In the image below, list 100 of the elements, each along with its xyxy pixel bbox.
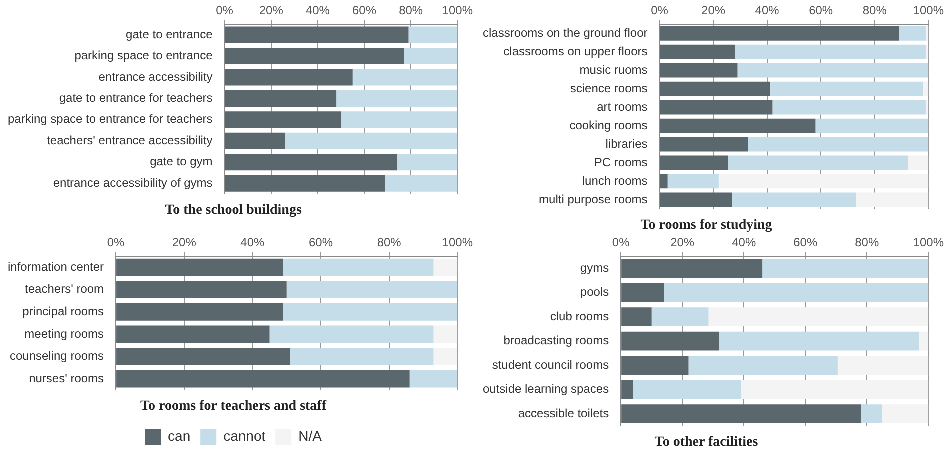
bar xyxy=(225,90,337,107)
text: To rooms for studying xyxy=(640,218,772,234)
bar xyxy=(410,370,458,388)
bar xyxy=(732,192,856,208)
bar xyxy=(860,404,883,424)
bar xyxy=(116,281,287,299)
bar xyxy=(688,356,838,376)
bar xyxy=(664,283,929,302)
bar xyxy=(404,48,458,65)
y-tick-label: libraries xyxy=(606,136,648,151)
bar xyxy=(225,154,398,171)
x-tick-label: 0% xyxy=(107,236,126,250)
y-tick-label: gate to gym xyxy=(150,154,213,169)
x-tick-label: 0% xyxy=(612,236,630,250)
x-tick-label: 100% xyxy=(442,236,474,250)
bar xyxy=(622,356,689,376)
bar xyxy=(738,63,929,78)
bar xyxy=(660,26,900,41)
bar xyxy=(770,82,924,96)
bar xyxy=(919,332,929,351)
bar xyxy=(116,258,284,276)
bar xyxy=(622,332,720,351)
y-tick-label: teachers' room xyxy=(25,282,104,296)
bar xyxy=(926,26,929,41)
x-tick-label: 100% xyxy=(913,236,944,250)
y-tick-label: information center xyxy=(8,260,104,274)
y-tick-label: art rooms xyxy=(597,100,648,114)
x-tick-label: 80% xyxy=(399,4,424,18)
bar xyxy=(408,26,458,44)
x-tick-label: 60% xyxy=(308,236,334,250)
bar xyxy=(708,308,929,327)
y-tick-label: gate to entrance for teachers xyxy=(59,91,213,105)
x-tick-label: 100% xyxy=(442,4,474,18)
bar xyxy=(116,326,270,344)
text: To rooms for teachers and staff xyxy=(140,399,327,414)
bar xyxy=(660,156,728,170)
x-tick-label: 0% xyxy=(651,4,669,18)
bar xyxy=(772,100,926,115)
bar xyxy=(225,48,404,65)
bar xyxy=(728,156,908,170)
x-tick-label: 60% xyxy=(352,4,377,18)
bar xyxy=(283,303,458,321)
bar xyxy=(660,137,748,152)
legend-label: can xyxy=(168,428,191,444)
x-tick-label: 20% xyxy=(259,4,284,18)
bar xyxy=(660,44,736,60)
y-tick-label: classrooms on the ground floor xyxy=(482,26,648,40)
bar xyxy=(225,69,353,86)
bar xyxy=(668,174,719,189)
bar xyxy=(882,404,929,424)
bar xyxy=(397,154,458,171)
y-tick-label: music ruoms xyxy=(580,62,648,77)
x-tick-label: 80% xyxy=(377,236,402,250)
x-tick-label: 60% xyxy=(809,4,834,18)
x-tick-label: 20% xyxy=(670,236,695,250)
bar xyxy=(622,380,634,400)
bar xyxy=(116,370,410,388)
bar xyxy=(660,82,770,96)
bar xyxy=(741,380,929,400)
bar xyxy=(660,100,773,115)
bar xyxy=(434,348,458,366)
bar xyxy=(622,308,652,327)
y-tick-label: broadcasting rooms xyxy=(504,334,610,348)
bar xyxy=(660,174,668,189)
y-tick-label: teachers' entrance accessibility xyxy=(47,133,213,148)
y-tick-label: meeting rooms xyxy=(24,326,104,341)
x-tick-label: 80% xyxy=(855,236,880,250)
y-tick-label: parking space to entrance for teachers xyxy=(8,112,213,126)
x-tick-label: 60% xyxy=(794,236,818,250)
bar xyxy=(225,112,342,128)
y-tick-label: entrance accessibility xyxy=(98,70,213,84)
bar xyxy=(762,259,929,278)
y-tick-label: pools xyxy=(580,285,610,300)
y-tick-label: cooking rooms xyxy=(570,118,648,132)
bar xyxy=(926,100,929,115)
y-tick-label: multi purpose rooms xyxy=(539,192,648,206)
bar xyxy=(652,308,709,327)
bar xyxy=(748,137,929,152)
x-tick-label: 40% xyxy=(240,236,266,250)
bar xyxy=(856,192,929,208)
bar xyxy=(290,348,434,366)
bar xyxy=(225,175,386,192)
bar xyxy=(434,326,458,344)
y-tick-label: nurses' rooms xyxy=(29,371,104,386)
bar xyxy=(225,132,286,150)
legend-label: cannot xyxy=(224,428,266,444)
y-tick-label: counseling rooms xyxy=(10,349,104,364)
legend-label: N/A xyxy=(298,428,323,444)
bar xyxy=(116,303,284,321)
bar xyxy=(352,69,458,86)
bar xyxy=(720,332,920,351)
y-tick-label: principal rooms xyxy=(22,304,104,318)
x-tick-label: 0% xyxy=(216,4,234,18)
bar xyxy=(908,156,929,170)
y-tick-label: gyms xyxy=(580,260,610,275)
bar xyxy=(718,174,929,189)
bar xyxy=(434,258,458,276)
bar xyxy=(285,132,458,150)
y-tick-label: parking space to entrance xyxy=(74,48,214,63)
y-tick-label: science rooms xyxy=(570,81,648,96)
